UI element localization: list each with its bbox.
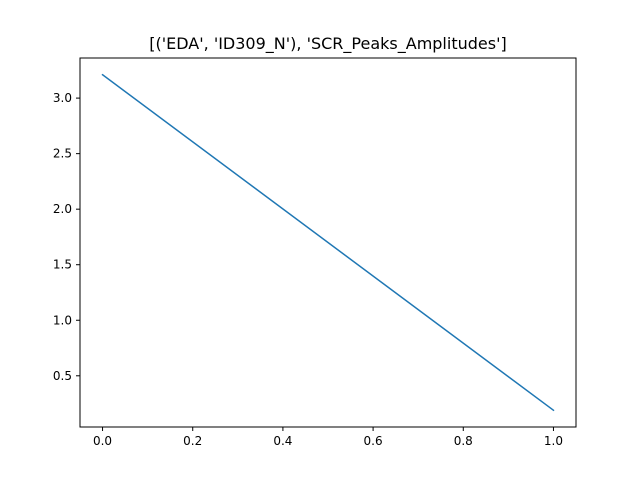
series-layer (101, 73, 555, 412)
y-tick-label: 1.5 (53, 258, 72, 272)
x-tick-label: 0.2 (183, 434, 202, 448)
chart-title: [('EDA', 'ID309_N'), 'SCR_Peaks_Amplitud… (149, 34, 506, 54)
x-tick-label: 0.4 (273, 434, 292, 448)
y-tick-label: 3.0 (53, 91, 72, 105)
series-line-0 (101, 73, 555, 412)
x-tick-label: 0.6 (364, 434, 383, 448)
plot-area (79, 57, 577, 428)
x-tick-label: 1.0 (544, 434, 563, 448)
y-tick-label: 0.5 (53, 369, 72, 383)
x-tick-label: 0.0 (93, 434, 112, 448)
y-axis: 0.5 1.0 1.5 2.0 2.5 3.0 (53, 91, 80, 383)
y-tick-label: 2.5 (53, 147, 72, 161)
y-tick-label: 1.0 (53, 313, 72, 327)
x-tick-label: 0.8 (454, 434, 473, 448)
axes-frame (79, 57, 577, 428)
y-tick-label: 2.0 (53, 202, 72, 216)
x-axis: 0.0 0.2 0.4 0.6 0.8 1.0 (93, 427, 563, 448)
